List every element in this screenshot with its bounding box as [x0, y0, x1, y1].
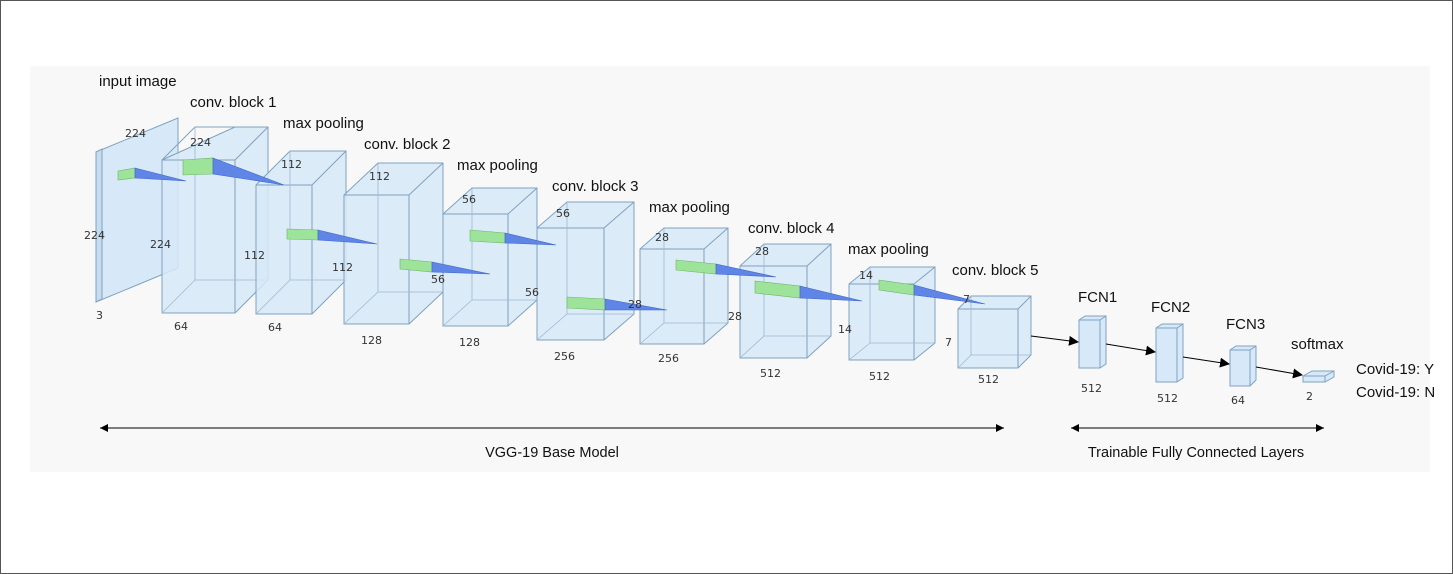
block-softmax — [1302, 370, 1335, 383]
block-fcn2 — [1155, 323, 1184, 383]
dim-softmax: 2 — [1306, 390, 1313, 403]
caption-vgg19-base-model: VGG-19 Base Model — [485, 445, 619, 461]
dim-input-side: 224 — [84, 229, 105, 242]
dim-fcn1: 512 — [1081, 382, 1102, 395]
dim-input-top: 224 — [125, 127, 146, 140]
dim-pool3-top: 28 — [655, 231, 669, 244]
dim-conv3-side: 56 — [525, 286, 539, 299]
label-conv-block-3: conv. block 3 — [552, 178, 638, 195]
label-conv-block-4: conv. block 4 — [748, 220, 834, 237]
dim-pool4-depth: 512 — [869, 370, 890, 383]
dim-pool4-top: 14 — [859, 269, 873, 282]
dim-conv4-top: 28 — [755, 245, 769, 258]
dim-fcn2: 512 — [1157, 392, 1178, 405]
dim-pool4-side: 14 — [838, 323, 852, 336]
label-fcn1: FCN1 — [1078, 289, 1117, 306]
dim-fcn3: 64 — [1231, 394, 1245, 407]
dim-conv2-top: 112 — [369, 170, 390, 183]
kernel-pool4 — [878, 279, 986, 305]
kernel-conv3 — [566, 296, 668, 311]
dim-conv4-depth: 512 — [760, 367, 781, 380]
dim-input-depth: 3 — [96, 309, 103, 322]
label-conv-block-5: conv. block 5 — [952, 262, 1038, 279]
dim-conv1-top: 224 — [190, 136, 211, 149]
label-softmax: softmax — [1291, 336, 1344, 353]
block-fcn3 — [1229, 345, 1257, 387]
kernel-conv2 — [399, 258, 491, 275]
kernel-conv4 — [754, 280, 863, 302]
label-conv-block-1: conv. block 1 — [190, 94, 276, 111]
dim-pool3-side: 28 — [628, 298, 642, 311]
dim-conv3-top: 56 — [556, 207, 570, 220]
label-conv-block-2: conv. block 2 — [364, 136, 450, 153]
label-input-image: input image — [99, 73, 177, 90]
block-conv4 — [739, 243, 832, 359]
label-max-pooling-1: max pooling — [283, 115, 364, 132]
label-fcn3: FCN3 — [1226, 316, 1265, 333]
dim-conv5-depth: 512 — [978, 373, 999, 386]
block-pool2 — [442, 187, 538, 327]
fc-connectors — [1030, 335, 1303, 379]
dim-pool1-top: 112 — [281, 158, 302, 171]
dim-conv1-depth: 64 — [174, 320, 188, 333]
span-arrow-base — [100, 424, 1004, 432]
block-pool3 — [639, 227, 729, 345]
block-conv3 — [536, 201, 635, 341]
kernel-pool3 — [675, 259, 777, 278]
dim-conv5-side: 7 — [945, 336, 952, 349]
dim-conv4-side: 28 — [728, 310, 742, 323]
kernel-conv1 — [182, 157, 285, 186]
output-covid-no: Covid-19: N — [1356, 384, 1435, 401]
label-fcn2: FCN2 — [1151, 299, 1190, 316]
label-max-pooling-4: max pooling — [848, 241, 929, 258]
dim-conv2-depth: 128 — [361, 334, 382, 347]
block-fcn1 — [1078, 315, 1107, 369]
dim-conv2-side: 112 — [332, 261, 353, 274]
dim-conv5-top: 7 — [963, 293, 970, 306]
dim-pool2-top: 56 — [462, 193, 476, 206]
caption-trainable-layers: Trainable Fully Connected Layers — [1088, 445, 1304, 461]
dim-pool2-depth: 128 — [459, 336, 480, 349]
dim-conv3-depth: 256 — [554, 350, 575, 363]
label-max-pooling-2: max pooling — [457, 157, 538, 174]
dim-pool1-side: 112 — [244, 249, 265, 262]
dim-pool2-side: 56 — [431, 273, 445, 286]
dim-pool3-depth: 256 — [658, 352, 679, 365]
kernel-pool2 — [469, 229, 557, 246]
output-covid-yes: Covid-19: Y — [1356, 361, 1434, 378]
kernel-input — [117, 167, 187, 182]
block-conv1 — [161, 126, 269, 314]
dim-conv1-side: 224 — [150, 238, 171, 251]
dim-pool1-depth: 64 — [268, 321, 282, 334]
kernel-pool1 — [286, 228, 378, 245]
label-max-pooling-3: max pooling — [649, 199, 730, 216]
block-conv2 — [343, 162, 444, 325]
span-arrow-trainable — [1071, 424, 1324, 432]
block-conv5 — [957, 295, 1032, 369]
